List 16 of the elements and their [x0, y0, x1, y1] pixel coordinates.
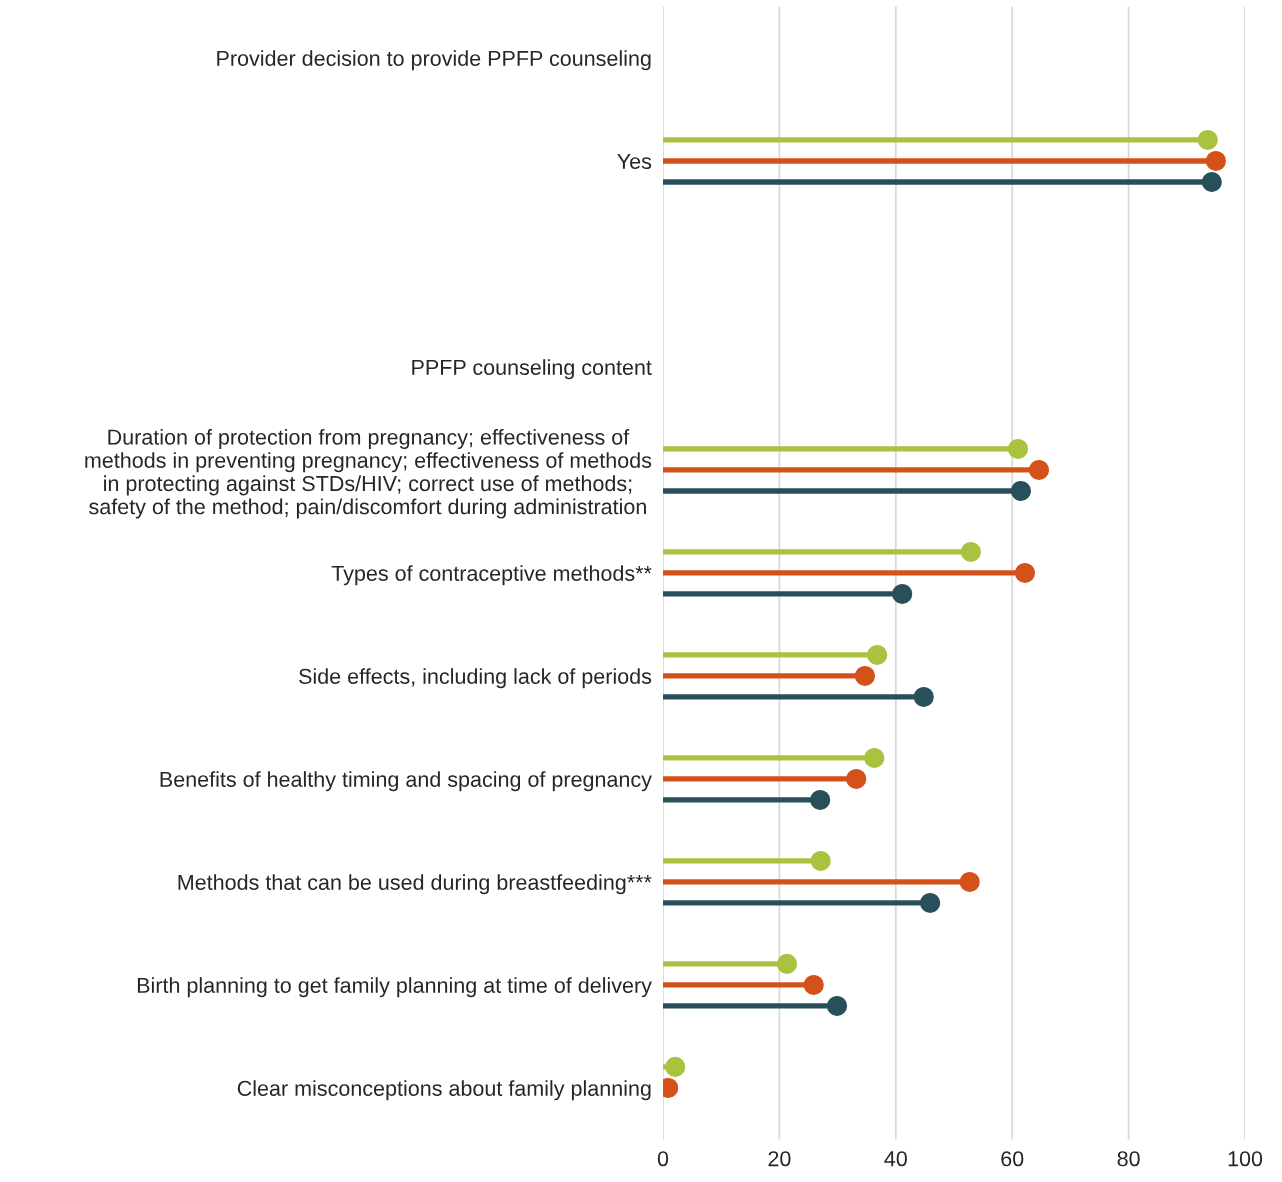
x-tick-label: 40	[884, 1151, 907, 1167]
x-tick-label: 0	[657, 1151, 669, 1167]
y-tick-label: Duration of protection from pregnancy; effectiveness of methods in preventing pregnancy; effectiveness of methods in protecting against STDs/HIV; correct use of methods; safety of the method; pain/discomfort during administration	[85, 428, 652, 519]
y-tick-label: Side effects, including lack of periods	[299, 668, 652, 689]
x-tick-label: 60	[1001, 1151, 1024, 1167]
y-tick-label: Benefits of healthy timing and spacing of pregnancy	[160, 771, 652, 792]
x-tick-label: 80	[1117, 1151, 1140, 1167]
y-tick-label: PPFP counseling content	[412, 359, 652, 380]
y-tick-label: Clear misconceptions about family planning	[237, 1080, 651, 1101]
y-tick-label: Birth planning to get family planning at time of delivery	[137, 977, 652, 998]
y-tick-label: Methods that can be used during breastfeeding***	[178, 874, 652, 895]
y-tick-label: Provider decision to provide PPFP counseling	[217, 50, 651, 71]
y-tick-label: Yes	[617, 153, 652, 170]
y-tick-label: Types of contraceptive methods**	[331, 565, 652, 586]
x-tick-label: 100	[1228, 1151, 1263, 1167]
x-tick-label: 20	[768, 1151, 791, 1167]
